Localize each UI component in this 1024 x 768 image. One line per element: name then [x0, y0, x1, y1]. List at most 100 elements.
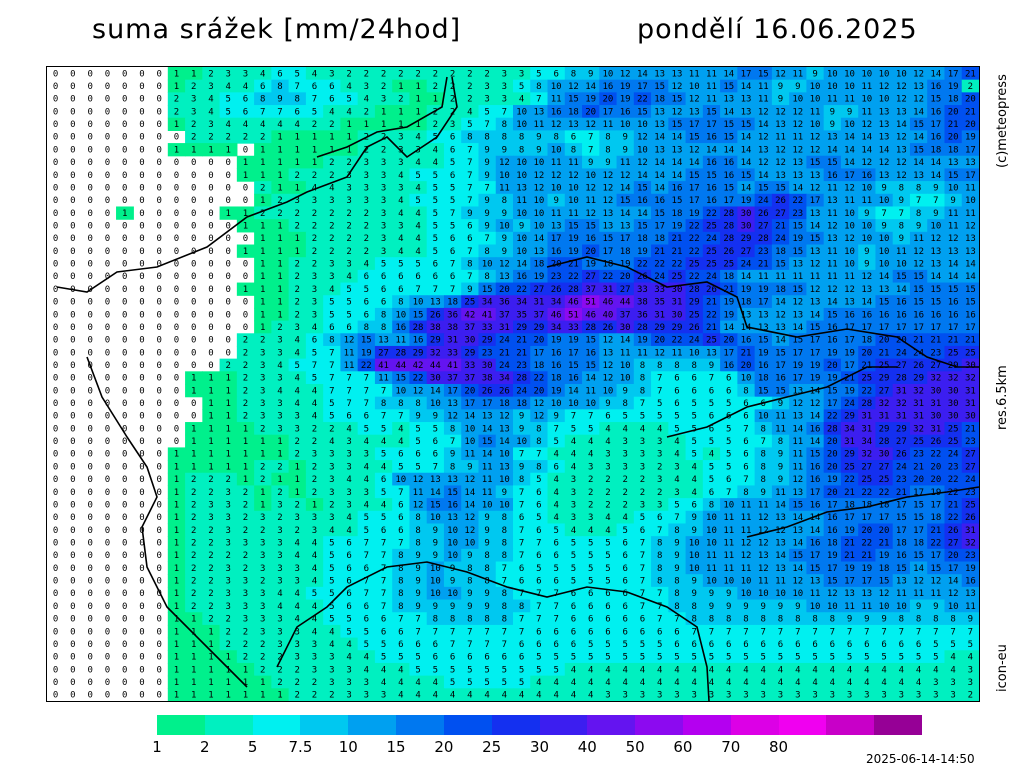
precip-value: 7: [381, 386, 386, 396]
precip-value: 23: [792, 209, 803, 219]
precip-value: 2: [312, 209, 317, 219]
precip-value: 1: [260, 247, 265, 257]
precip-value: 7: [657, 526, 662, 536]
precip-value: 7: [881, 209, 886, 219]
precip-value: 13: [603, 209, 614, 219]
precip-value: 34: [499, 374, 510, 384]
precip-value: 0: [226, 285, 231, 295]
precip-value: 14: [585, 374, 596, 384]
precip-value: 10: [430, 513, 441, 523]
precip-value: 5: [692, 437, 697, 447]
precip-value: 2: [329, 691, 334, 701]
precip-cell: [443, 105, 462, 119]
precip-value: 15: [447, 488, 458, 498]
precip-value: 31: [861, 424, 872, 434]
precip-value: 7: [433, 285, 438, 295]
precip-value: 0: [156, 399, 161, 409]
precip-value: 0: [122, 158, 127, 168]
precip-value: 16: [775, 374, 786, 384]
precip-value: 3: [260, 564, 265, 574]
precip-value: 13: [775, 323, 786, 333]
precip-cell: [426, 168, 445, 182]
precip-value: 5: [295, 361, 300, 371]
precip-value: 1: [260, 323, 265, 333]
precip-value: 15: [603, 234, 614, 244]
precip-value: 0: [156, 450, 161, 460]
precip-value: 1: [226, 665, 231, 675]
precip-value: 7: [398, 539, 403, 549]
precip-value: 8: [536, 437, 541, 447]
precip-value: 4: [553, 488, 558, 498]
precip-value: 2: [260, 577, 265, 587]
precip-cell: [392, 155, 411, 170]
precip-value: 12: [758, 107, 769, 117]
precip-value: 5: [484, 678, 489, 688]
precip-value: 3: [346, 665, 351, 675]
precip-value: 12: [585, 183, 596, 193]
precip-cell: [392, 105, 411, 119]
precip-value: 1: [226, 424, 231, 434]
precip-value: 18: [637, 234, 648, 244]
precip-value: 17: [551, 234, 562, 244]
precip-value: 8: [502, 196, 507, 206]
precip-value: 3: [761, 691, 766, 701]
precip-value: 13: [896, 107, 907, 117]
precip-value: 17: [482, 399, 493, 409]
precip-cell: [668, 92, 687, 106]
precip-cell: [409, 117, 428, 131]
precip-value: 0: [208, 196, 213, 206]
precip-value: 6: [484, 653, 489, 663]
precip-value: 6: [450, 171, 455, 181]
precip-value: 7: [726, 627, 731, 637]
precip-value: 6: [553, 462, 558, 472]
precip-value: 3: [208, 513, 213, 523]
precip-value: 0: [156, 475, 161, 485]
precip-value: 6: [743, 412, 748, 422]
precip-cell: [823, 117, 842, 131]
precip-value: 9: [484, 145, 489, 155]
precip-value: 0: [122, 183, 127, 193]
precip-value: 1: [191, 627, 196, 637]
precip-value: 1: [415, 107, 420, 117]
precip-value: 4: [605, 665, 610, 675]
precip-cell: [409, 67, 428, 81]
precip-cell: [806, 181, 825, 195]
precip-value: 10: [844, 222, 855, 232]
precip-value: 3: [277, 424, 282, 434]
precip-value: 19: [844, 386, 855, 396]
precip-value: 6: [467, 222, 472, 232]
precip-cell: [323, 92, 342, 106]
precip-value: 6: [502, 653, 507, 663]
precip-value: 7: [571, 412, 576, 422]
precip-value: 4: [657, 665, 662, 675]
precip-cell: [840, 193, 859, 208]
precip-cell: [547, 193, 566, 208]
precip-value: 2: [191, 133, 196, 143]
precip-value: 10: [792, 589, 803, 599]
precip-value: 0: [70, 513, 75, 523]
precip-value: 1: [277, 234, 282, 244]
precip-value: 0: [226, 298, 231, 308]
precip-value: 13: [689, 107, 700, 117]
precip-value: 0: [53, 196, 58, 206]
precip-value: 7: [536, 450, 541, 460]
precip-value: 0: [139, 234, 144, 244]
precip-value: 10: [879, 247, 890, 257]
precip-value: 10: [464, 437, 475, 447]
precip-value: 8: [830, 615, 835, 625]
precip-cell: [478, 92, 497, 106]
precip-value: 4: [346, 82, 351, 92]
legend-swatch: [730, 715, 779, 735]
precip-value: 0: [70, 386, 75, 396]
precip-value: 13: [792, 310, 803, 320]
precip-value: 15: [637, 107, 648, 117]
precip-value: 0: [87, 450, 92, 460]
precip-value: 3: [226, 564, 231, 574]
precip-value: 14: [723, 145, 734, 155]
precip-value: 22: [361, 361, 372, 371]
precip-value: 14: [775, 298, 786, 308]
precip-cell: [668, 143, 687, 157]
precip-value: 16: [948, 298, 959, 308]
precip-cell: [840, 79, 859, 93]
precip-value: 11: [827, 272, 838, 282]
